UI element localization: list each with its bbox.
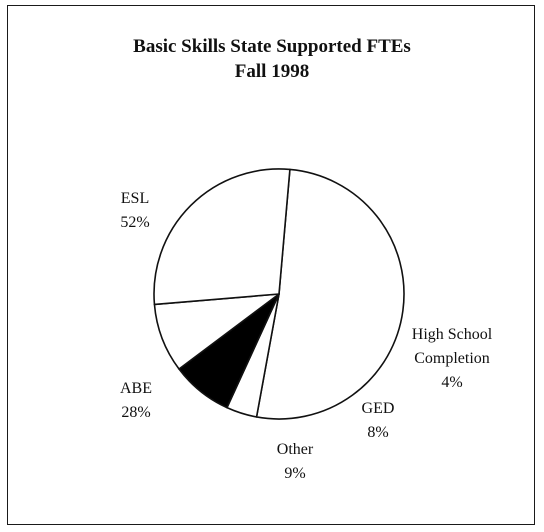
slice-percent: 28% (121, 404, 150, 421)
slice-percent: 52% (120, 214, 149, 231)
slice-name: ESL (121, 190, 149, 207)
slice-name: GED (362, 400, 395, 417)
slice-name: Completion (414, 350, 490, 367)
slice-label-esl: ESL 52% (120, 190, 149, 231)
slice-percent: 8% (367, 424, 388, 441)
pie-slice-esl (255, 168, 405, 420)
slice-label-abe: ABE 28% (120, 380, 152, 421)
slice-percent: 9% (284, 465, 305, 482)
slice-name: ABE (120, 380, 152, 397)
chart-title: Basic Skills State Supported FTEs (133, 36, 411, 57)
slice-name: High School (412, 326, 493, 343)
pie-slice-abe (153, 168, 291, 306)
slice-label-ged: GED 8% (362, 400, 395, 441)
slice-percent: 4% (441, 374, 462, 391)
slice-label-other: Other 9% (277, 441, 314, 482)
chart-subtitle: Fall 1998 (234, 61, 310, 82)
slice-name: Other (277, 441, 314, 458)
slice-label-high-school: High School Completion 4% (412, 326, 493, 391)
